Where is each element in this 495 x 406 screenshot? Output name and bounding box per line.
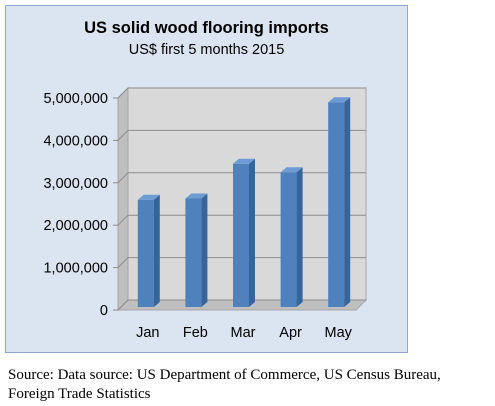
gridline [117,87,366,99]
y-tick-label: 0 [100,303,108,319]
bar [280,167,303,307]
x-tick-label: Jan [136,325,159,341]
x-tick-label: May [324,325,352,341]
y-axis-ticks: 0 1,000,000 2,000,000 3,000,000 4,000,000 5,0… [43,91,108,319]
y-tick-label: 4,000,000 [43,133,108,149]
gridline [117,129,366,141]
y-tick-label: 3,000,000 [43,176,108,192]
y-tick-label: 1,000,000 [43,261,108,277]
x-tick-label: Apr [279,325,302,341]
bars [137,97,351,308]
y-tick-label: 2,000,000 [43,218,108,234]
x-tick-label: Mar [231,325,256,341]
y-tick-label: 5,000,000 [43,91,108,107]
x-axis-ticks: Jan Feb Mar Apr May [136,325,353,341]
bar [137,194,160,307]
bar [328,97,351,308]
bar [233,158,255,307]
side-wall [117,86,129,312]
bar [185,193,208,307]
chart-subtitle: US$ first 5 months 2015 [128,42,285,58]
source-note: Source: Data source: US Department of Co… [8,367,441,402]
chart-title: US solid wood flooring imports [84,19,329,37]
x-tick-label: Feb [183,325,208,341]
